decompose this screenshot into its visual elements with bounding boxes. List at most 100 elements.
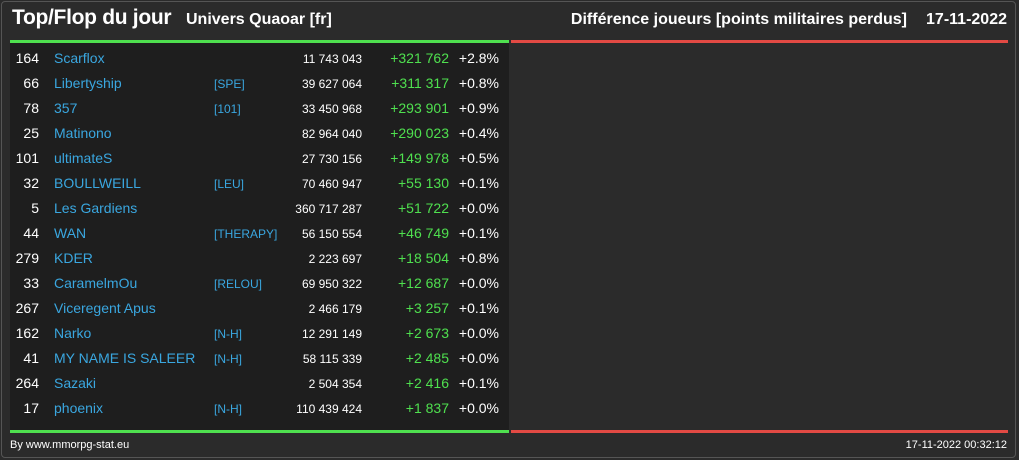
table-row: 41 MY NAME IS SALEER [N-H] 58 115 339 +2 485…: [10, 347, 509, 372]
player-points: 110 439 424: [296, 402, 362, 416]
points-difference: +2 416: [405, 375, 449, 391]
table-row: 25 Matinono 82 964 040 +290 023 +0.4%: [10, 122, 509, 147]
player-name-link[interactable]: Matinono: [54, 125, 112, 141]
table-row: 101 ultimateS 27 730 156 +149 978 +0.5%: [10, 147, 509, 172]
header: Top/Flop du jour Univers Quaoar [fr] Dif…: [0, 0, 1019, 40]
player-rank: 162: [15, 325, 39, 341]
player-rank: 267: [15, 300, 39, 316]
player-name-link[interactable]: Narko: [54, 325, 92, 341]
player-rank: 66: [23, 75, 39, 91]
points-difference: +3 257: [405, 300, 449, 316]
table-row: 162 Narko [N-H] 12 291 149 +2 673 +0.0%: [10, 322, 509, 347]
percent-change: +0.0%: [458, 275, 499, 291]
flop-divider-bar: [511, 40, 1008, 43]
top-divider-bar: [10, 40, 509, 43]
points-difference: +18 504: [398, 250, 449, 266]
player-points: 2 223 697: [308, 252, 362, 266]
points-difference: +2 485: [405, 350, 449, 366]
points-difference: +293 901: [390, 100, 449, 116]
alliance-tag: [N-H]: [214, 327, 242, 341]
points-difference: +321 762: [390, 50, 449, 66]
player-points: 39 627 064: [301, 77, 362, 91]
points-difference: +12 687: [398, 275, 449, 291]
percent-change: +0.4%: [458, 125, 499, 141]
player-points: 360 717 287: [295, 202, 362, 216]
alliance-tag: [101]: [214, 102, 241, 116]
points-difference: +51 722: [398, 200, 449, 216]
alliance-tag: [N-H]: [214, 402, 242, 416]
player-rank: 279: [15, 250, 39, 266]
player-points: 11 743 043: [302, 52, 362, 66]
player-points: 56 150 554: [301, 227, 362, 241]
table-row: 33 CaramelmOu [RELOU] 69 950 322 +12 687 +0.0…: [10, 272, 509, 297]
percent-change: +0.0%: [458, 325, 499, 341]
points-difference: +55 130: [398, 175, 449, 191]
alliance-tag: [THERAPY]: [214, 227, 278, 241]
points-difference: +290 023: [390, 125, 449, 141]
player-name-link[interactable]: CaramelmOu: [54, 275, 138, 291]
player-name-link[interactable]: KDER: [54, 250, 93, 266]
top-players-panel: 164 Scarflox 11 743 043 +321 762 +2.8% 66 Libe…: [10, 43, 509, 430]
table-row: 164 Scarflox 11 743 043 +321 762 +2.8%: [10, 47, 509, 72]
player-rank: 17: [23, 400, 39, 416]
percent-change: +0.1%: [458, 300, 499, 316]
player-name-link[interactable]: Sazaki: [54, 375, 97, 391]
alliance-tag: [RELOU]: [214, 277, 263, 291]
player-name-link[interactable]: phoenix: [54, 400, 104, 416]
points-difference: +149 978: [390, 150, 449, 166]
header-date: 17-11-2022: [926, 11, 1007, 28]
top-bottom-bar: [10, 430, 509, 433]
player-points: 70 460 947: [301, 177, 362, 191]
player-name-link[interactable]: ultimateS: [54, 150, 113, 166]
player-points: 58 115 339: [302, 352, 362, 366]
percent-change: +0.8%: [458, 250, 499, 266]
player-name-link[interactable]: 357: [54, 100, 78, 116]
points-difference: +46 749: [398, 225, 449, 241]
table-row: 267 Viceregent Apus 2 466 179 +3 257 +0.1%: [10, 297, 509, 322]
player-rank: 264: [15, 375, 39, 391]
player-rank: 32: [23, 175, 39, 191]
points-difference: +2 673: [405, 325, 449, 341]
table-row: 279 KDER 2 223 697 +18 504 +0.8%: [10, 247, 509, 272]
percent-change: +0.5%: [458, 150, 499, 166]
percent-change: +0.0%: [458, 350, 499, 366]
player-rank: 33: [23, 275, 39, 291]
source-credit: By www.mmorpg-stat.eu: [10, 439, 130, 451]
alliance-tag: [N-H]: [214, 352, 242, 366]
player-points: 27 730 156: [301, 152, 362, 166]
percent-change: +0.1%: [458, 225, 499, 241]
table-row: 5 Les Gardiens 360 717 287 +51 722 +0.0%: [10, 197, 509, 222]
player-name-link[interactable]: WAN: [54, 225, 87, 241]
player-rank: 101: [15, 150, 39, 166]
page-title: Top/Flop du jour: [12, 6, 172, 29]
percent-change: +0.9%: [458, 100, 499, 116]
table-row: 66 Libertyship [SPE] 39 627 064 +311 317 +0.8…: [10, 72, 509, 97]
points-difference: +311 317: [391, 75, 449, 91]
table-row: 17 phoenix [N-H] 110 439 424 +1 837 +0.0%: [10, 397, 509, 422]
player-name-link[interactable]: Les Gardiens: [54, 200, 138, 216]
universe-label: Univers Quaoar [fr]: [186, 11, 332, 28]
metric-label: Différence joueurs [points militaires pe…: [570, 11, 907, 28]
table-row: 44 WAN [THERAPY] 56 150 554 +46 749 +0.1%: [10, 222, 509, 247]
player-name-link[interactable]: Libertyship: [54, 75, 122, 91]
player-points: 2 466 179: [308, 302, 362, 316]
percent-change: +0.0%: [458, 400, 499, 416]
player-name-link[interactable]: Viceregent Apus: [54, 300, 156, 316]
player-name-link[interactable]: MY NAME IS SALEER: [54, 350, 196, 366]
alliance-tag: [LEU]: [214, 177, 245, 191]
player-points: 69 950 322: [301, 277, 362, 291]
player-name-link[interactable]: Scarflox: [54, 50, 105, 66]
table-row: 32 BOULLWEILL [LEU] 70 460 947 +55 130 +0.1%: [10, 172, 509, 197]
percent-change: +0.1%: [458, 375, 499, 391]
player-rank: 41: [23, 350, 39, 366]
table-row: 264 Sazaki 2 504 354 +2 416 +0.1%: [10, 372, 509, 397]
player-rank: 78: [23, 100, 39, 116]
percent-change: +0.0%: [458, 200, 499, 216]
player-name-link[interactable]: BOULLWEILL: [54, 175, 141, 191]
percent-change: +0.8%: [458, 75, 499, 91]
points-difference: +1 837: [405, 400, 449, 416]
player-rank: 25: [23, 125, 39, 141]
player-points: 33 450 968: [301, 102, 362, 116]
player-points: 12 291 149: [301, 327, 362, 341]
player-points: 2 504 354: [308, 377, 362, 391]
